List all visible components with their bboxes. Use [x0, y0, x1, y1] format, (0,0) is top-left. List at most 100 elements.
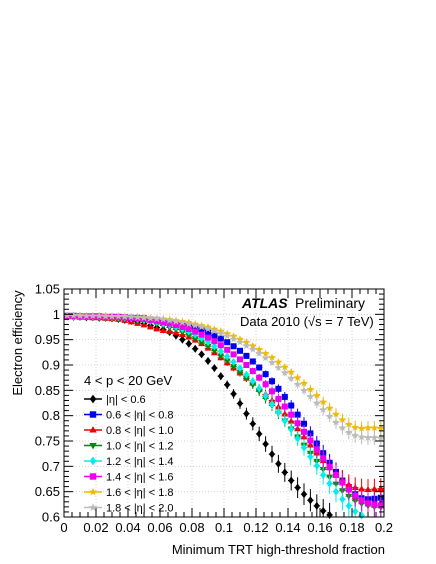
data-point [146, 314, 155, 322]
data-point [185, 326, 192, 333]
data-point [210, 348, 218, 355]
data-point [243, 362, 250, 368]
data-point [261, 353, 270, 362]
data-point [255, 349, 264, 357]
data-point [211, 338, 218, 345]
data-point [377, 485, 385, 492]
data-point [198, 327, 205, 334]
y-tick-label: 0.85 [35, 383, 60, 398]
data-point [166, 320, 173, 327]
data-point [320, 470, 327, 479]
legend-swatch-marker [88, 487, 98, 496]
selection-label: 4 < p < 20 GeV [84, 373, 173, 388]
data-point [216, 329, 225, 337]
data-point [262, 391, 269, 400]
data-point [76, 311, 84, 320]
data-point [325, 412, 334, 420]
data-point [211, 332, 218, 339]
preliminary-label: Preliminary [295, 295, 365, 311]
x-tick-label: 0.12 [243, 520, 268, 535]
data-point [262, 439, 269, 449]
data-point [237, 356, 243, 363]
data-point [301, 490, 307, 499]
data-point [172, 317, 180, 325]
data-point [217, 335, 224, 342]
data-point [184, 319, 193, 328]
legend-item-3: 0.8 < |η| < 1.0 [84, 425, 174, 437]
data-point [344, 428, 353, 436]
data-point [205, 329, 211, 336]
data-point [217, 347, 224, 356]
data-point [345, 486, 352, 493]
data-point [376, 433, 385, 442]
data-point [269, 450, 275, 459]
data-point [281, 410, 289, 417]
legend-label: 1.8 < |η| < 2.0 [106, 503, 174, 515]
data-point [345, 501, 352, 510]
data-point [320, 455, 327, 462]
data-point [274, 363, 283, 371]
data-point [165, 316, 174, 324]
data-point [307, 496, 314, 505]
data-point [88, 311, 97, 320]
data-point [243, 370, 250, 379]
data-point [217, 353, 225, 360]
data-point [204, 343, 212, 350]
legend-item-2: 0.6 < |η| < 0.8 [84, 410, 174, 422]
data-point [204, 324, 212, 333]
data-point [275, 395, 282, 402]
data-point [243, 409, 250, 418]
data-point [159, 326, 167, 333]
data-point [281, 468, 288, 477]
data-point [242, 375, 250, 382]
data-point [236, 369, 244, 376]
data-point [140, 313, 148, 322]
data-point [281, 393, 288, 400]
data-point [243, 352, 250, 359]
legend-label: |η| < 0.6 [106, 394, 146, 406]
legend-item-1: |η| < 0.6 [84, 394, 146, 406]
data-point [224, 352, 231, 361]
data-point [370, 485, 378, 492]
data-point [269, 388, 275, 395]
data-point [63, 311, 72, 319]
data-point [338, 423, 347, 432]
data-point [301, 443, 307, 452]
data-point [339, 479, 346, 486]
data-point [236, 338, 244, 346]
data-point [120, 312, 129, 321]
data-point [230, 351, 237, 358]
y-tick-label: 0.95 [35, 332, 60, 347]
data-point [288, 411, 295, 418]
data-point [256, 374, 263, 381]
data-point [288, 476, 295, 485]
data-point [268, 358, 276, 366]
legend-label: 0.8 < |η| < 1.0 [106, 425, 174, 437]
data-point [313, 501, 320, 510]
data-point [146, 323, 154, 330]
y-tick-label: 0.7 [42, 459, 60, 474]
legend-label: 1.4 < |η| < 1.6 [106, 472, 174, 484]
data-point [364, 433, 372, 441]
data-point [301, 428, 307, 435]
data-point [358, 485, 366, 492]
data-point [249, 377, 256, 386]
axis-ticks: 0 0.02 0.04 0.06 0.08 0.1 0.12 0.14 0.16 0.18 0.2 0… [35, 282, 393, 536]
data-point [224, 380, 231, 389]
data-point [325, 404, 334, 412]
data-point [69, 311, 78, 319]
data-point [185, 332, 193, 339]
data-point [287, 368, 296, 376]
series-8 [63, 311, 385, 446]
data-point [275, 385, 282, 392]
data-point [211, 363, 218, 373]
data-point [249, 382, 257, 389]
data-point [230, 343, 237, 350]
data-point [365, 500, 371, 507]
legend-swatch-marker [88, 503, 98, 511]
legend-item-6: 1.4 < |η| < 1.6 [84, 472, 174, 484]
data-point [288, 425, 295, 434]
x-tick-label: 0.2 [375, 520, 393, 535]
data-point [344, 420, 353, 428]
data-point [205, 334, 211, 341]
